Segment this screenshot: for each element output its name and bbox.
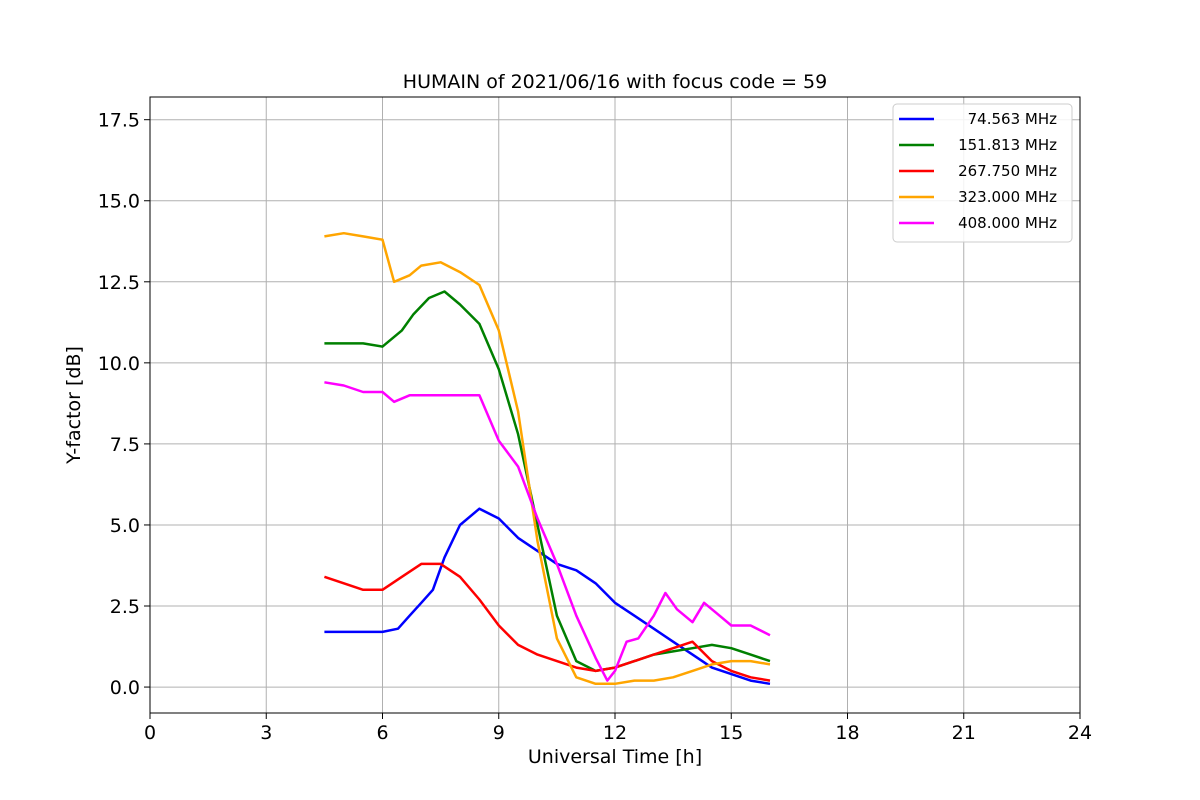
y-tick-label: 15.0 — [98, 191, 140, 213]
series-line-4 — [324, 381, 771, 682]
legend-box — [892, 103, 1073, 243]
ticks: 0 3 6 9 12 15 18 21 24 0.0 2.5 5.0 7.5 10.0 12.5 15.0 17… — [98, 110, 1092, 744]
series-line-0 — [324, 507, 771, 686]
legend-label-0: 74.563 MHz — [968, 110, 1057, 128]
x-tick-label: 12 — [603, 722, 627, 744]
y-tick-label: 0.0 — [110, 677, 140, 699]
y-tick-label: 5.0 — [110, 515, 140, 537]
x-tick-label: 24 — [1068, 722, 1092, 744]
y-axis-label: Y-factor [dB] — [63, 346, 85, 465]
legend-label-2: 267.750 MHz — [958, 162, 1057, 180]
legend: 74.563 MHz 151.813 MHz 267.750 MHz 323.000 … — [892, 103, 1073, 243]
x-tick-label: 3 — [260, 722, 272, 744]
y-tick-label: 7.5 — [110, 434, 140, 456]
y-tick-label: 17.5 — [98, 110, 140, 132]
x-tick-label: 18 — [835, 722, 859, 744]
series-line-1 — [324, 290, 771, 673]
x-tick-label: 6 — [376, 722, 388, 744]
chart-title: HUMAIN of 2021/06/16 with focus code = 5… — [403, 71, 827, 93]
legend-label-4: 408.000 MHz — [958, 214, 1057, 232]
y-tick-label: 12.5 — [98, 272, 140, 294]
series-layer — [324, 231, 771, 686]
x-axis-label: Universal Time [h] — [528, 746, 702, 768]
x-tick-label: 9 — [493, 722, 505, 744]
x-tick-label: 0 — [144, 722, 156, 744]
series-line-2 — [324, 562, 771, 682]
y-tick-label: 2.5 — [110, 596, 140, 618]
series-line-3 — [324, 231, 771, 686]
x-tick-label: 15 — [719, 722, 743, 744]
x-tick-label: 21 — [952, 722, 976, 744]
legend-label-3: 323.000 MHz — [958, 188, 1057, 206]
legend-label-1: 151.813 MHz — [958, 136, 1057, 154]
y-tick-label: 10.0 — [98, 353, 140, 375]
